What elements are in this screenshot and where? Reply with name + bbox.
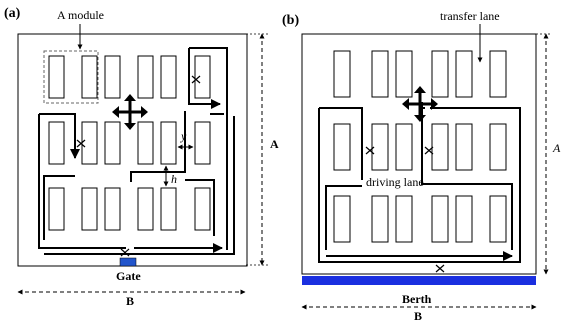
path-segment: [325, 185, 362, 250]
storage-block: [489, 123, 507, 171]
storage-block: [431, 50, 449, 98]
x-crossing-icon: [424, 146, 434, 155]
gap-y-label: y: [180, 129, 187, 143]
storage-block: [455, 50, 473, 98]
storage-block: [333, 123, 351, 171]
yard-boundary-b: [301, 33, 537, 275]
storage-block: [395, 195, 413, 243]
x-crossing-icon: [365, 146, 375, 155]
yard-boundary-a: [17, 33, 248, 267]
storage-block: [104, 187, 121, 231]
storage-block: [48, 121, 65, 165]
storage-block: [371, 195, 389, 243]
dimension-a-label-a: A: [270, 137, 279, 151]
path-segment: [44, 116, 235, 255]
path-segment: [38, 114, 126, 249]
path-segment: [319, 107, 363, 180]
panel-a: (a) A module: [4, 6, 279, 308]
storage-block: [431, 195, 449, 243]
dimension-a-label-b: A: [552, 141, 561, 155]
storage-block: [48, 55, 65, 99]
storage-block: [194, 121, 211, 165]
driving-paths-a: [38, 47, 235, 255]
transfer-lane-label: transfer lane: [440, 9, 500, 23]
path-segment: [39, 113, 80, 159]
path-segment: [189, 47, 228, 120]
four-way-arrow-icon: [112, 94, 148, 130]
storage-block: [431, 123, 449, 171]
driving-paths-b: [318, 102, 521, 263]
storage-block: [160, 187, 177, 231]
storage-block: [81, 55, 98, 99]
storage-block: [160, 121, 177, 165]
storage-block: [333, 50, 351, 98]
storage-block: [81, 187, 98, 231]
storage-block: [48, 187, 65, 231]
storage-block: [160, 55, 177, 99]
blocks-row-3-b: [333, 195, 507, 243]
storage-block: [489, 50, 507, 98]
path-segment: [188, 48, 221, 109]
berth-strip: [302, 276, 536, 285]
dimension-b-label-a: B: [126, 294, 134, 308]
x-crossing-icon: [120, 248, 130, 257]
x-crossing-icon: [191, 75, 201, 84]
gate-label: Gate: [116, 269, 141, 283]
storage-block: [333, 195, 351, 243]
storage-block: [194, 187, 211, 231]
storage-block: [137, 187, 154, 231]
module-highlight: [43, 50, 99, 104]
storage-block: [104, 55, 121, 99]
storage-block: [104, 121, 121, 165]
storage-block: [137, 121, 154, 165]
panel-b: (b) transfer lane: [282, 9, 561, 323]
blocks-row-1: [48, 55, 211, 99]
berth-label: Berth: [402, 292, 432, 306]
blocks-row-3: [48, 187, 211, 231]
x-crossing-icon: [76, 139, 86, 148]
path-segment: [43, 175, 75, 240]
storage-block: [455, 123, 473, 171]
gate-marker: [119, 257, 137, 267]
blocks-row-1-b: [333, 50, 507, 98]
x-crossing-icon: [435, 264, 445, 273]
gap-h-label: h: [171, 172, 177, 186]
four-way-arrow-icon: [402, 86, 438, 122]
path-segment: [318, 107, 521, 263]
storage-block: [371, 50, 389, 98]
storage-block: [395, 50, 413, 98]
dimension-b-label-b: B: [414, 309, 422, 323]
module-label: A module: [57, 8, 104, 22]
path-segment: [130, 111, 186, 182]
path-segment: [185, 179, 215, 236]
storage-block: [455, 195, 473, 243]
storage-block: [489, 195, 507, 243]
blocks-row-2-b: [333, 123, 507, 171]
driving-lane-label: driving lane: [366, 175, 424, 189]
storage-block: [81, 121, 98, 165]
panel-a-label: (a): [4, 6, 21, 21]
storage-block: [137, 55, 154, 99]
storage-block: [194, 55, 211, 99]
blocks-row-2: [48, 121, 211, 165]
path-segment: [421, 102, 513, 250]
panel-b-label: (b): [282, 13, 299, 28]
storage-block: [395, 123, 413, 171]
storage-block: [371, 123, 389, 171]
